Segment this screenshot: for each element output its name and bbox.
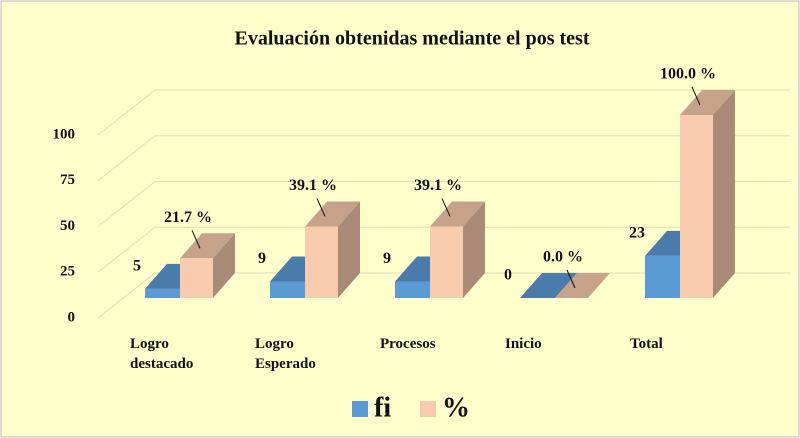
y-tick-label: 50 <box>60 218 75 234</box>
data-label: 39.1 % <box>289 177 337 194</box>
bar-face <box>555 273 610 298</box>
x-tick-label: Logro destacado <box>130 336 193 372</box>
bar-face <box>270 281 305 298</box>
grid-line <box>97 89 790 136</box>
bar-face <box>680 115 713 298</box>
leader-line <box>191 230 201 249</box>
y-tick-label: 100 <box>53 126 76 142</box>
x-tick-label: Inicio <box>505 336 542 352</box>
data-label: 39.1 % <box>414 177 462 194</box>
bar <box>180 233 235 298</box>
bar-face <box>305 226 338 298</box>
data-label: 9 <box>383 250 391 267</box>
leader-line <box>691 86 701 106</box>
bar <box>430 201 485 298</box>
grid-line <box>97 135 790 182</box>
bar-face <box>395 281 430 298</box>
legend-label: % <box>442 392 470 423</box>
data-label: 23 <box>629 225 645 242</box>
legend-swatch <box>420 401 436 417</box>
bar <box>520 273 577 298</box>
data-label: 21.7 % <box>164 209 212 226</box>
chart-title: Evaluación obtenidas mediante el pos tes… <box>234 28 589 50</box>
bar-face <box>680 90 735 115</box>
x-tick-label: Procesos <box>380 336 436 352</box>
data-label: 9 <box>258 250 266 267</box>
legend-swatch <box>352 401 368 417</box>
bar-face <box>430 226 463 298</box>
y-tick-label: 25 <box>60 264 75 280</box>
bar-face <box>305 201 360 227</box>
leader-line <box>316 198 326 217</box>
y-tick-label: 0 <box>68 309 76 325</box>
x-tick-label: Total <box>630 336 663 352</box>
bar-face <box>213 233 235 298</box>
bar-face <box>180 233 235 259</box>
x-tick-label: Logro Esperado <box>255 336 316 372</box>
data-label: 100.0 % <box>660 66 716 83</box>
data-label: 0 <box>504 267 512 284</box>
bar-face <box>180 258 213 298</box>
bar-face <box>430 201 485 227</box>
bar-face <box>338 201 360 298</box>
bar <box>305 201 360 298</box>
bar-face <box>145 288 180 298</box>
data-label: 5 <box>133 258 141 275</box>
grid-line <box>97 180 790 227</box>
data-label: 0.0 % <box>543 249 583 266</box>
bar <box>555 273 610 298</box>
grid-line <box>97 226 790 273</box>
bar <box>680 90 735 298</box>
bar-face <box>645 255 680 298</box>
bar-face <box>713 90 735 298</box>
legend-label: fi <box>374 392 391 423</box>
leader-line <box>566 269 576 289</box>
y-tick-label: 75 <box>60 172 75 188</box>
bar-face <box>463 201 485 298</box>
bar-face <box>520 273 577 298</box>
leader-line <box>441 198 451 217</box>
